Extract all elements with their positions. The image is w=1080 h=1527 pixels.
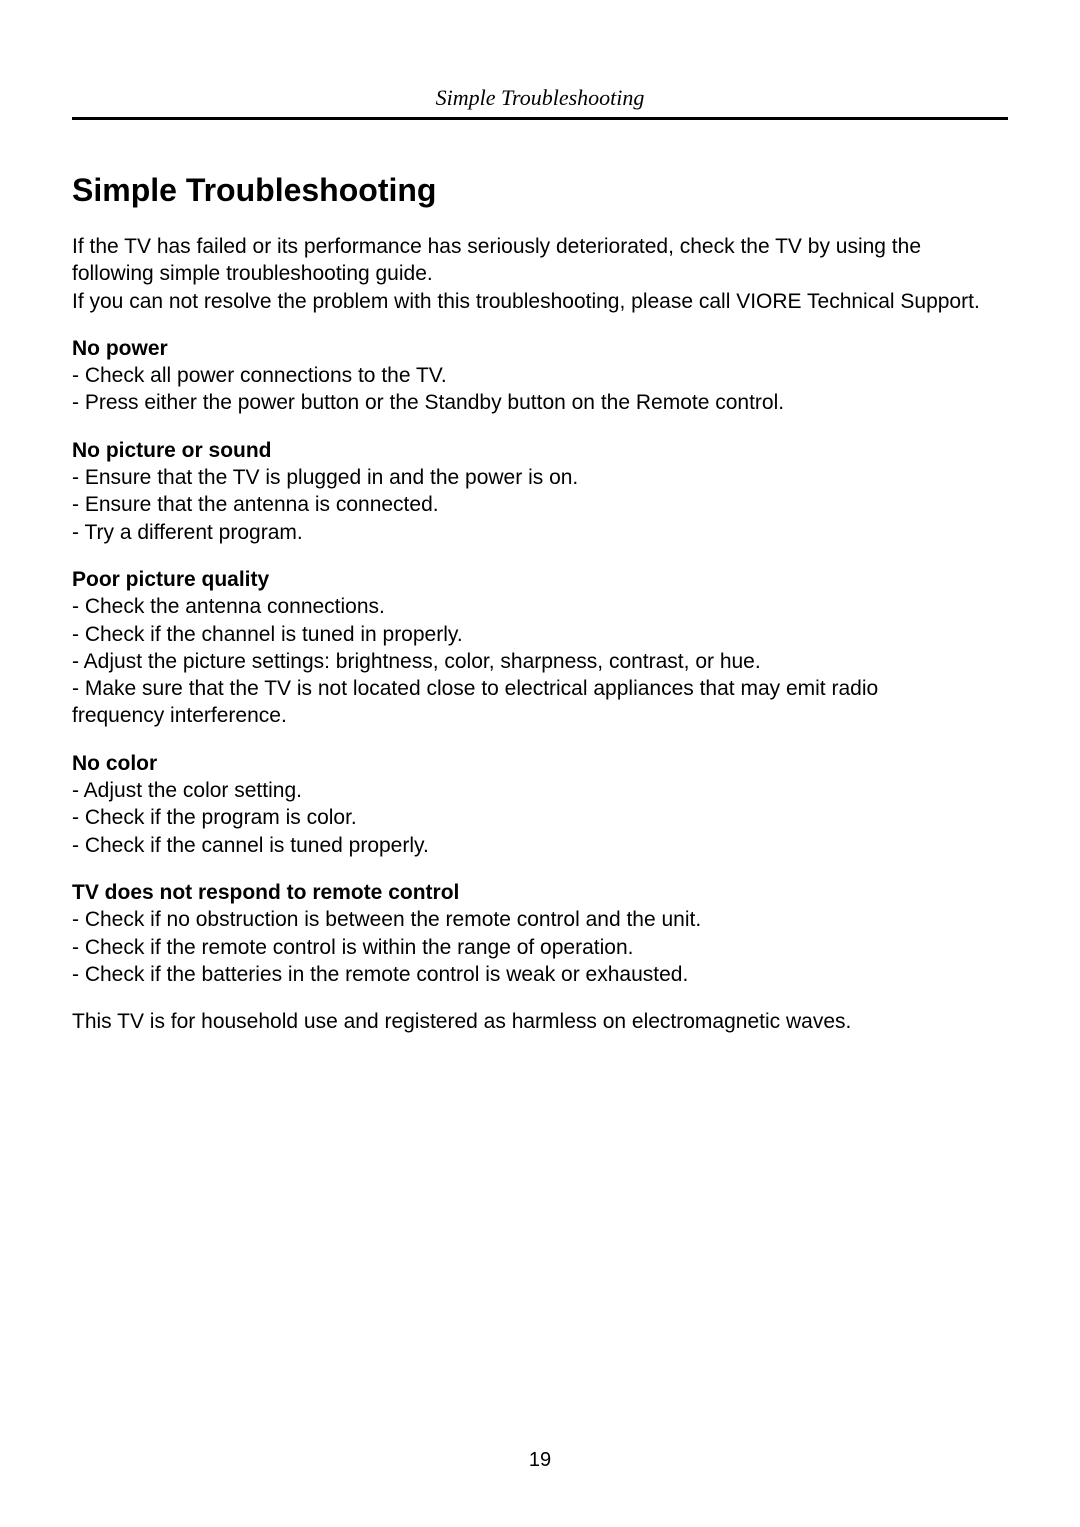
page-header: Simple Troubleshooting [72,85,1008,120]
section-item: - Check if the channel is tuned in prope… [72,621,1008,648]
section-item: - Check if the remote control is within … [72,934,1008,961]
section-item: - Check if no obstruction is between the… [72,906,1008,933]
section-item: - Make sure that the TV is not located c… [72,675,1008,730]
section-item: - Ensure that the antenna is connected. [72,491,1008,518]
section-item: - Check if the cannel is tuned properly. [72,832,1008,859]
section-item: - Try a different program. [72,519,1008,546]
troubleshoot-section: No picture or sound- Ensure that the TV … [72,437,1008,546]
section-item: - Adjust the color setting. [72,777,1008,804]
sections-container: No power- Check all power connections to… [72,335,1008,988]
section-item: - Press either the power button or the S… [72,389,1008,416]
troubleshoot-section: No color- Adjust the color setting.- Che… [72,750,1008,859]
section-item: - Check the antenna connections. [72,593,1008,620]
section-item: - Check if the program is color. [72,804,1008,831]
footnote: This TV is for household use and registe… [72,1008,1008,1035]
section-heading: No color [72,750,1008,777]
section-heading: Poor picture quality [72,566,1008,593]
page-number: 19 [0,1449,1080,1472]
section-item: - Check all power connections to the TV. [72,362,1008,389]
troubleshoot-section: Poor picture quality- Check the antenna … [72,566,1008,730]
section-heading: No picture or sound [72,437,1008,464]
section-item: - Check if the batteries in the remote c… [72,961,1008,988]
page-title: Simple Troubleshooting [72,172,1008,209]
section-heading: No power [72,335,1008,362]
troubleshoot-section: TV does not respond to remote control- C… [72,879,1008,988]
intro-paragraph: If the TV has failed or its performance … [72,233,1008,315]
section-item: - Adjust the picture settings: brightnes… [72,648,1008,675]
section-heading: TV does not respond to remote control [72,879,1008,906]
troubleshoot-section: No power- Check all power connections to… [72,335,1008,417]
section-item: - Ensure that the TV is plugged in and t… [72,464,1008,491]
